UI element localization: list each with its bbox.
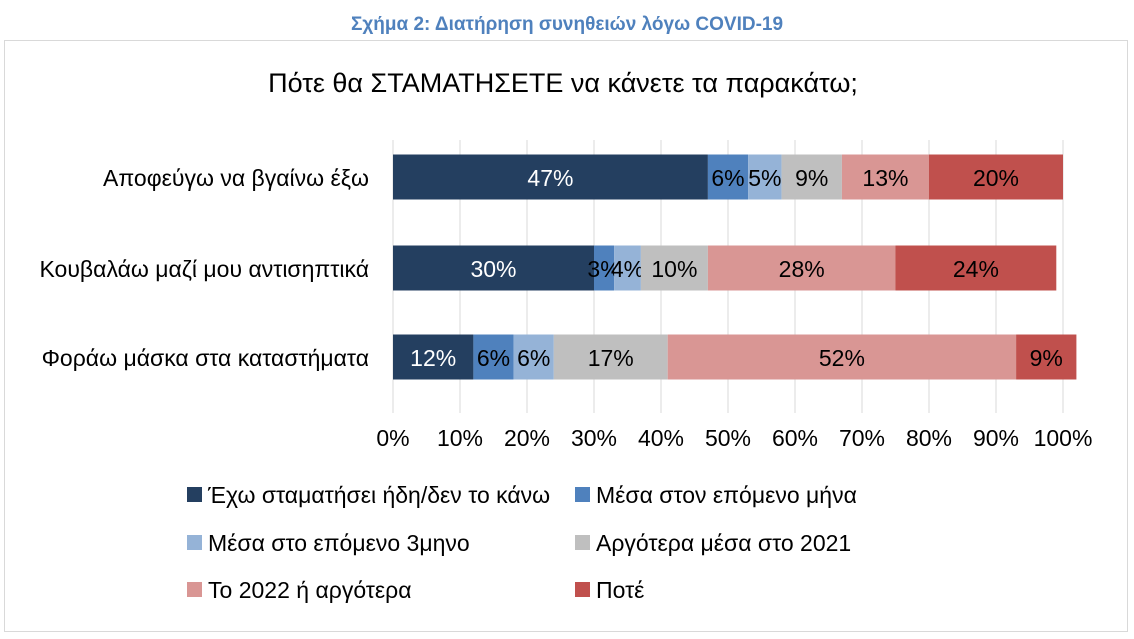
data-label: 6%: [711, 165, 744, 191]
legend-swatch: [187, 487, 202, 502]
bar-segment: [841, 154, 929, 200]
data-label: 30%: [470, 256, 516, 282]
legend-swatch: [187, 582, 202, 597]
data-label: 10%: [651, 256, 697, 282]
bar-segment: [513, 334, 554, 380]
bar-segment: [929, 154, 1063, 200]
data-label: 17%: [588, 345, 634, 371]
legend-swatch: [575, 582, 590, 597]
legend-swatch: [187, 535, 202, 550]
x-tick-label: 60%: [772, 425, 818, 451]
legend-swatch: [575, 535, 590, 550]
bar-segment: [393, 245, 594, 291]
category-label: Φοράω μάσκα στα καταστήματα: [42, 345, 369, 371]
bars: 47% 6% 5% 9% 13% 20%30% 3%4% 10% 28% 24%12% 6% 6% 17…: [393, 154, 1077, 380]
x-tick-label: 40%: [638, 425, 684, 451]
legend-label: Αργότερα μέσα στο 2021: [596, 530, 851, 556]
data-label: 6%: [477, 345, 510, 371]
data-label: 47%: [527, 165, 573, 191]
legend-label: Έχω σταματήσει ήδη/δεν το κάνω: [207, 482, 550, 508]
data-label: 12%: [410, 345, 456, 371]
data-label: 20%: [973, 165, 1019, 191]
data-label: 9%: [795, 165, 828, 191]
chart-frame: [4, 40, 1128, 632]
data-label: 13%: [862, 165, 908, 191]
chart-title: Πότε θα ΣΤΑΜΑΤΗΣΕΤΕ να κάνετε τα παρακάτ…: [268, 68, 858, 98]
x-tick-label: 100%: [1034, 425, 1093, 451]
bar-segment: [393, 154, 708, 200]
bar-segment: [781, 154, 842, 200]
bar-segment: [393, 334, 474, 380]
x-axis-ticks: 0% 10% 20% 30% 40% 50% 60% 70% 80% 90% 100%: [376, 425, 1092, 451]
bar-segment: [1016, 334, 1077, 380]
legend-swatch: [575, 487, 590, 502]
bar-segment: [707, 154, 749, 200]
bar-segment: [707, 245, 896, 291]
bar-segment: [667, 334, 1017, 380]
legend-label: Ποτέ: [596, 577, 644, 603]
x-tick-label: 20%: [504, 425, 550, 451]
x-tick-label: 90%: [973, 425, 1019, 451]
data-label: 5%: [748, 165, 781, 191]
bar-segment: [473, 334, 514, 380]
bar-segment: [748, 154, 782, 200]
data-label: 9%: [1030, 345, 1063, 371]
x-tick-label: 50%: [705, 425, 751, 451]
category-labels: Αποφεύγω να βγαίνω έξω Κουβαλάω μαζί μου …: [39, 165, 369, 371]
figure-caption: Σχήμα 2: Διατήρηση συνηθειών λόγω COVID-…: [350, 14, 784, 35]
legend-label: Μέσα στο επόμενο 3μηνο: [208, 530, 470, 556]
data-label: 28%: [779, 256, 825, 282]
data-label: 4%: [611, 256, 644, 282]
legend: Έχω σταματήσει ήδη/δεν το κάνω Μέσα στον …: [187, 482, 857, 603]
bar-segment: [895, 245, 1057, 291]
bar-segment: [594, 245, 615, 291]
category-label: Κουβαλάω μαζί μου αντισηπτικά: [39, 256, 369, 282]
data-label: 52%: [819, 345, 865, 371]
category-label: Αποφεύγω να βγαίνω έξω: [103, 165, 369, 191]
legend-label: Μέσα στον επόμενο μήνα: [596, 482, 857, 508]
x-tick-label: 10%: [437, 425, 483, 451]
bar-segment: [553, 334, 668, 380]
data-label: 6%: [517, 345, 550, 371]
bar-segment: [640, 245, 708, 291]
x-tick-label: 70%: [839, 425, 885, 451]
x-tick-label: 0%: [376, 425, 409, 451]
bar-segment: [614, 245, 641, 291]
x-tick-label: 30%: [571, 425, 617, 451]
x-tick-label: 80%: [906, 425, 952, 451]
legend-label: Το 2022 ή αργότερα: [208, 577, 412, 603]
data-label: 24%: [953, 256, 999, 282]
